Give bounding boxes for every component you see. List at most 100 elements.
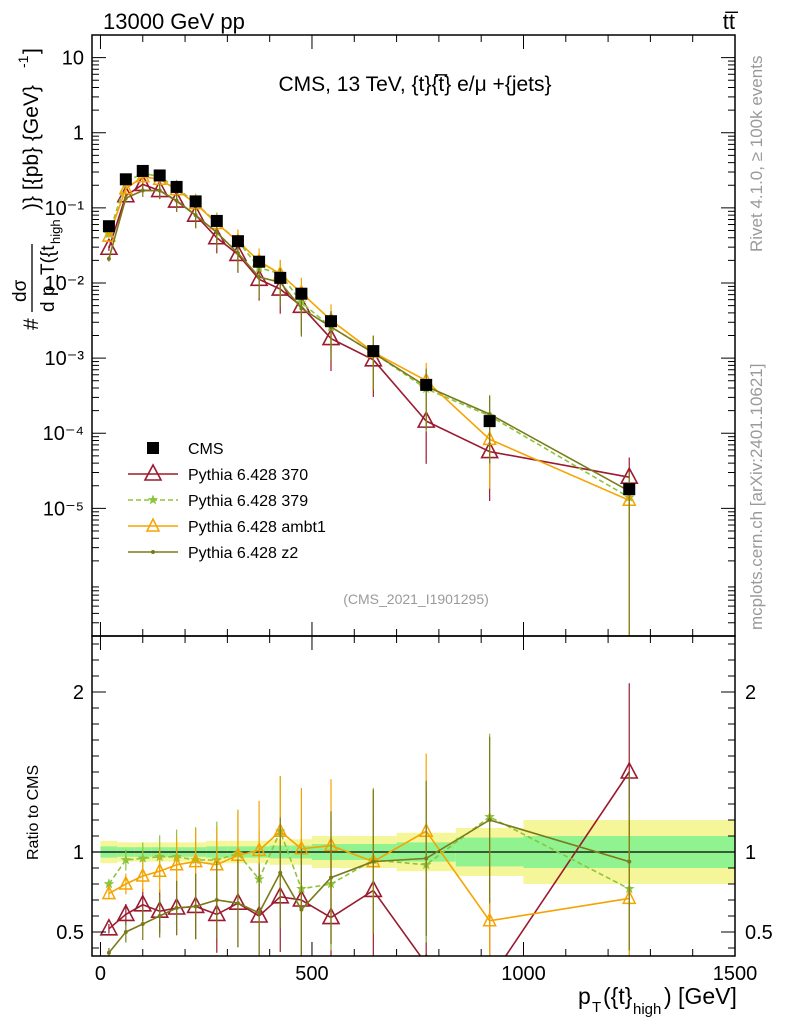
ratio-series-z2	[106, 736, 632, 956]
legend-label-z2: Pythia 6.428 z2	[188, 545, 298, 562]
series-line-p379	[108, 172, 630, 499]
y-label-numerator: dσ	[10, 279, 31, 302]
marker-z2	[123, 196, 128, 201]
cms-data-point	[483, 415, 496, 428]
legend-marker-p370	[143, 463, 163, 481]
ratio-y-tick-label: 0.5	[56, 922, 84, 944]
ratio-marker-z2	[424, 856, 429, 861]
main-plot-title: CMS, 13 TeV, {t}{t̅} e/μ +{jets}	[278, 73, 551, 96]
marker-ambt1	[118, 180, 134, 195]
x-label-sub-t: T	[592, 999, 601, 1016]
series-line-ambt1	[108, 175, 630, 502]
main-y-tick-label: 10⁻⁴	[43, 423, 84, 445]
legend-marker-cms	[147, 442, 159, 454]
main-plot-content	[99, 164, 639, 636]
main-y-tick-label: 10⁻¹	[45, 198, 85, 220]
header-final-state-label: tt̅	[723, 9, 739, 34]
cms-data-point	[623, 483, 636, 496]
ratio-marker-p370	[99, 918, 119, 936]
cms-data-point	[295, 287, 308, 300]
series-line-p370	[108, 183, 630, 478]
cms-data-point	[253, 255, 266, 268]
ratio-marker-ambt1	[118, 875, 134, 890]
ratio-marker-p370	[482, 971, 498, 986]
ratio-marker-z2	[329, 875, 334, 880]
ratio-y-tick-label-right: 2	[745, 682, 756, 704]
ratio-marker-z2	[487, 818, 492, 822]
marker-z2	[235, 251, 240, 256]
marker-z2	[299, 306, 304, 311]
marker-z2	[140, 188, 145, 193]
main-panel: 10 1 10⁻¹ 10⁻² 10⁻³ 10⁻⁴ 10⁻⁵ CMS, 13 TeV, {t}…	[10, 34, 736, 637]
legend-item-ambt1: Pythia 6.428 ambt1	[128, 517, 326, 536]
series-cms	[102, 164, 636, 496]
cms-data-point	[136, 164, 149, 177]
x-tick-label: 1000	[501, 963, 546, 985]
ratio-y-tick-label: 2	[73, 682, 84, 704]
ratio-panel: 0.5 0.5 1 1 2 2 0 500 1000 1500 Ratio to CMS p T…	[25, 635, 773, 1018]
main-y-tick-label: 10⁻³	[45, 348, 85, 370]
legend-marker-ambt1	[145, 517, 161, 532]
ratio-marker-z2	[174, 906, 179, 910]
header-process-label: 13000 GeV pp	[103, 9, 245, 34]
ratio-marker-z2	[157, 914, 162, 918]
series-p379	[103, 167, 635, 556]
ratio-marker-p370	[424, 953, 428, 956]
x-tick-label: 0	[95, 963, 106, 985]
ratio-marker-p379	[103, 878, 115, 889]
ratio-marker-ambt1	[152, 862, 167, 877]
ratio-marker-ambt1	[101, 884, 117, 900]
marker-z2	[193, 213, 198, 218]
x-label-mid: ({t}	[603, 983, 633, 1009]
series-z2	[106, 183, 632, 636]
ratio-marker-z2	[140, 922, 145, 926]
cms-data-point	[274, 271, 287, 284]
ratio-marker-ambt1	[188, 852, 203, 868]
marker-z2	[257, 275, 262, 280]
series-ambt1	[101, 168, 637, 636]
ratio-y-tick-label-right: 1	[745, 842, 756, 864]
ratio-marker-z2	[299, 907, 304, 912]
legend-label-cms: CMS	[188, 441, 224, 458]
cms-data-point	[189, 195, 202, 208]
y-label-subscript: high	[48, 219, 63, 244]
ratio-marker-ambt1	[135, 867, 150, 882]
y-label-denominator: d p_T({t	[38, 245, 59, 312]
x-tick-label: 500	[295, 963, 328, 985]
main-y-tick-label: 10⁻²	[45, 273, 85, 295]
ratio-marker-p379	[120, 854, 132, 865]
y-label-close: ]	[20, 48, 43, 54]
legend-item-p379: Pythia 6.428 379	[128, 493, 308, 510]
ratio-marker-z2	[278, 870, 283, 875]
ratio-line-p370	[108, 771, 630, 956]
ratio-line-ambt1	[108, 830, 630, 922]
legend-marker-z2	[151, 550, 155, 554]
analysis-watermark: (CMS_2021_I1901295)	[343, 591, 489, 607]
legend-item-p370: Pythia 6.428 370	[128, 463, 308, 484]
cms-data-point	[102, 220, 115, 233]
y-label-hash: #	[20, 318, 43, 330]
series-line-z2	[108, 189, 630, 492]
cms-data-point	[210, 214, 223, 227]
legend-label-p370: Pythia 6.428 370	[188, 467, 308, 484]
ratio-marker-p379	[137, 852, 148, 863]
ratio-line-p379	[108, 815, 630, 890]
marker-z2	[174, 198, 179, 203]
cms-data-point	[231, 235, 244, 248]
legend-label-p379: Pythia 6.428 379	[188, 493, 308, 510]
main-y-tick-label: 10⁻⁵	[43, 498, 84, 520]
ratio-plot-content	[92, 683, 735, 986]
marker-z2	[487, 412, 492, 417]
main-y-tick-label: 10	[62, 48, 84, 70]
main-y-axis-label: # dσ d p_T({t high )} [{pb} {GeV} -1 ]	[10, 48, 63, 330]
cms-data-point	[420, 378, 433, 391]
ratio-marker-z2	[627, 859, 632, 864]
ratio-y-tick-label: 1	[73, 842, 84, 864]
x-label-end: ) [GeV]	[664, 983, 737, 1009]
legend: CMS Pythia 6.428 370 Pythia 6.428 379 Pythi…	[128, 441, 326, 562]
legend-label-ambt1: Pythia 6.428 ambt1	[188, 519, 326, 536]
ratio-marker-ambt1	[251, 841, 267, 857]
marker-ambt1	[101, 227, 117, 242]
cms-data-point	[367, 345, 380, 358]
